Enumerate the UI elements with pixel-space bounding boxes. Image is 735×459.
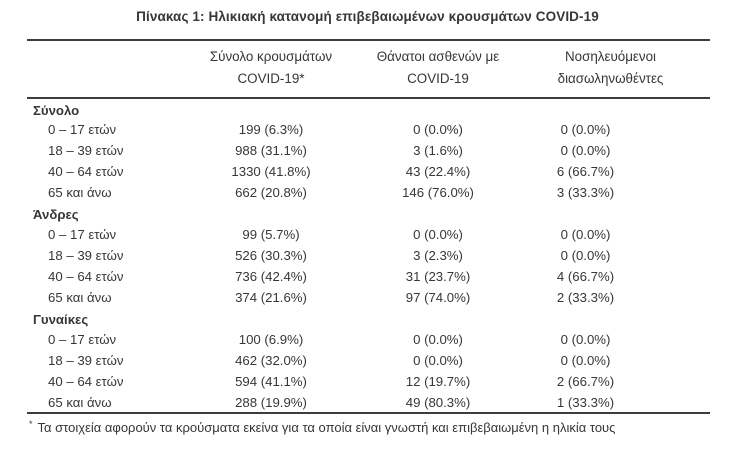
age-label: 0 – 17 ετών xyxy=(48,332,117,348)
intubated-value: 0 (0.0%) xyxy=(560,143,611,159)
deaths-value: 3 (2.3%) xyxy=(413,248,463,264)
intubated-value: 1 (33.3%) xyxy=(556,394,615,410)
section-row-women: Γυναίκες xyxy=(27,308,710,329)
section-label: Γυναίκες xyxy=(33,312,89,328)
deaths-value: 0 (0.0%) xyxy=(413,122,463,138)
header-line: COVID-19* xyxy=(237,70,305,86)
cases-value: 100 (6.9%) xyxy=(238,332,304,348)
deaths-value: 0 (0.0%) xyxy=(413,353,463,369)
cases-value: 374 (21.6%) xyxy=(235,290,307,306)
intubated-value: 2 (33.3%) xyxy=(556,290,615,306)
cases-value: 526 (30.3%) xyxy=(235,248,307,264)
header-line: Νοσηλευόμενοι xyxy=(564,49,657,64)
header-line: COVID-19 xyxy=(407,70,469,86)
age-label: 0 – 17 ετών xyxy=(48,122,117,138)
age-label: 40 – 64 ετών xyxy=(48,374,124,390)
intubated-value: 0 (0.0%) xyxy=(560,122,611,138)
cases-value: 462 (32.0%) xyxy=(235,353,307,369)
cases-value: 1330 (41.8%) xyxy=(231,164,311,180)
table-row: 65 και άνω 374 (21.6%) 97 (74.0%) 2 (33.… xyxy=(27,287,710,308)
table-row: 40 – 64 ετών 594 (41.1%) 12 (19.7%) 2 (6… xyxy=(27,371,710,392)
intubated-value: 0 (0.0%) xyxy=(560,248,611,264)
intubated-value: 0 (0.0%) xyxy=(560,353,611,369)
age-label: 18 – 39 ετών xyxy=(48,248,124,264)
intubated-value: 0 (0.0%) xyxy=(560,332,611,348)
header-line: Θάνατοι ασθενών με xyxy=(376,49,500,64)
deaths-value: 49 (80.3%) xyxy=(405,394,471,410)
column-header-deaths: Θάνατοι ασθενών με COVID-19 xyxy=(365,40,511,98)
deaths-value: 146 (76.0%) xyxy=(402,185,474,201)
cases-value: 662 (20.8%) xyxy=(235,185,307,201)
table-row: 65 και άνω 662 (20.8%) 146 (76.0%) 3 (33… xyxy=(27,182,710,203)
intubated-value: 4 (66.7%) xyxy=(556,269,615,285)
age-label: 18 – 39 ετών xyxy=(48,143,124,159)
deaths-value: 0 (0.0%) xyxy=(413,227,463,243)
table-row: 40 – 64 ετών 1330 (41.8%) 43 (22.4%) 6 (… xyxy=(27,161,710,182)
covid-age-distribution-table: Σύνολο κρουσμάτων COVID-19* Θάνατοι ασθε… xyxy=(27,39,710,415)
cases-value: 199 (6.3%) xyxy=(238,122,304,138)
age-label: 65 και άνω xyxy=(48,185,112,201)
section-row-total: Σύνολο xyxy=(27,98,710,119)
deaths-value: 97 (74.0%) xyxy=(405,290,471,306)
age-label: 40 – 64 ετών xyxy=(48,269,124,285)
footnote-text: Τα στοιχεία αφορούν τα κρούσματα εκείνα … xyxy=(37,420,616,436)
deaths-value: 3 (1.6%) xyxy=(413,143,463,159)
section-label: Άνδρες xyxy=(33,207,79,223)
cases-value: 288 (19.9%) xyxy=(235,394,307,410)
table-header: Σύνολο κρουσμάτων COVID-19* Θάνατοι ασθε… xyxy=(27,40,710,99)
intubated-value: 0 (0.0%) xyxy=(560,227,611,243)
footnote-asterisk: * xyxy=(29,419,33,430)
deaths-value: 31 (23.7%) xyxy=(405,269,471,285)
age-label: 40 – 64 ετών xyxy=(48,164,124,180)
age-label: 65 και άνω xyxy=(48,290,112,306)
header-line: Σύνολο κρουσμάτων xyxy=(209,49,333,64)
table-row: 0 – 17 ετών 199 (6.3%) 0 (0.0%) 0 (0.0%) xyxy=(27,119,710,140)
table-title: Πίνακας 1: Ηλικιακή κατανομή επιβεβαιωμέ… xyxy=(136,9,599,24)
footnote: * Τα στοιχεία αφορούν τα κρούσματα εκείνα… xyxy=(29,419,735,436)
intubated-value: 2 (66.7%) xyxy=(556,374,615,390)
table-row: 40 – 64 ετών 736 (42.4%) 31 (23.7%) 4 (6… xyxy=(27,266,710,287)
table-row: 18 – 39 ετών 988 (31.1%) 3 (1.6%) 0 (0.0… xyxy=(27,140,710,161)
header-line: διασωληνωθέντες xyxy=(557,70,664,86)
column-header-intubated: Νοσηλευόμενοι διασωληνωθέντες xyxy=(511,40,710,98)
cases-value: 594 (41.1%) xyxy=(235,374,307,390)
age-label: 0 – 17 ετών xyxy=(48,227,117,243)
table-row: 18 – 39 ετών 462 (32.0%) 0 (0.0%) 0 (0.0… xyxy=(27,350,710,371)
section-label: Σύνολο xyxy=(33,102,80,118)
header-row: Σύνολο κρουσμάτων COVID-19* Θάνατοι ασθε… xyxy=(27,40,710,99)
intubated-value: 6 (66.7%) xyxy=(556,164,615,180)
deaths-value: 0 (0.0%) xyxy=(413,332,463,348)
cases-value: 988 (31.1%) xyxy=(235,143,307,159)
column-header-total-cases: Σύνολο κρουσμάτων COVID-19* xyxy=(177,40,365,98)
section-row-men: Άνδρες xyxy=(27,203,710,224)
header-empty-cell xyxy=(27,40,177,98)
intubated-value: 3 (33.3%) xyxy=(556,185,615,201)
deaths-value: 43 (22.4%) xyxy=(405,164,471,180)
table-row: 18 – 39 ετών 526 (30.3%) 3 (2.3%) 0 (0.0… xyxy=(27,245,710,266)
table-body: Σύνολο 0 – 17 ετών 199 (6.3%) 0 (0.0%) 0… xyxy=(27,98,710,413)
table-row: 0 – 17 ετών 100 (6.9%) 0 (0.0%) 0 (0.0%) xyxy=(27,329,710,350)
table-row: 65 και άνω 288 (19.9%) 49 (80.3%) 1 (33.… xyxy=(27,392,710,413)
cases-value: 99 (5.7%) xyxy=(242,227,300,243)
age-label: 18 – 39 ετών xyxy=(48,353,124,369)
cases-value: 736 (42.4%) xyxy=(235,269,307,285)
deaths-value: 12 (19.7%) xyxy=(405,374,471,390)
table-row: 0 – 17 ετών 99 (5.7%) 0 (0.0%) 0 (0.0%) xyxy=(27,224,710,245)
age-label: 65 και άνω xyxy=(48,394,112,410)
